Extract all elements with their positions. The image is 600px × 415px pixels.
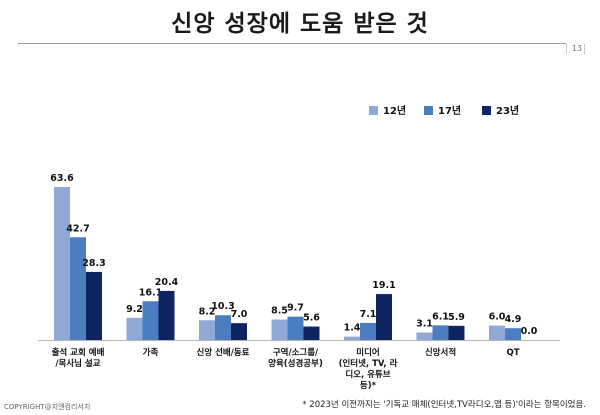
category-label: (인터넷, TV, 라 xyxy=(339,358,398,369)
data-label: 4.9 xyxy=(505,314,522,325)
legend-label: 23년 xyxy=(496,104,519,117)
category-label: 가족 xyxy=(143,347,159,358)
data-label: 7.1 xyxy=(360,309,377,320)
page-marker-line xyxy=(566,44,567,54)
data-label: 20.4 xyxy=(155,277,179,288)
bar-23년-2 xyxy=(231,323,247,340)
data-label: 16.1 xyxy=(139,287,162,298)
category-label: 디오, 유튜브 xyxy=(345,369,390,380)
bar-23년-4 xyxy=(376,294,392,340)
legend-label: 17년 xyxy=(438,104,461,117)
data-label: 6.0 xyxy=(489,312,506,323)
bar-17년-4 xyxy=(360,322,376,340)
page-number: 13 xyxy=(571,44,582,53)
bar-12년-4 xyxy=(344,336,360,340)
data-label: 8.5 xyxy=(271,306,288,317)
data-label: 9.7 xyxy=(287,303,304,314)
data-label: 63.6 xyxy=(50,173,74,184)
data-label: 28.3 xyxy=(82,258,105,269)
bar-12년-3 xyxy=(271,319,288,340)
copyright: COPYRIGHT@지앤컴리서치 xyxy=(4,403,91,411)
data-label: 5.9 xyxy=(448,312,465,323)
category-label: /목사님 설교 xyxy=(55,358,100,369)
data-label: 6.1 xyxy=(432,311,449,322)
page-title: 신앙 성장에 도움 받은 것 xyxy=(171,11,429,37)
bar-23년-3 xyxy=(303,326,320,340)
bar-12년-5 xyxy=(416,332,433,340)
data-label: 8.2 xyxy=(199,306,216,317)
data-label: 10.3 xyxy=(211,301,234,312)
title-divider xyxy=(18,43,566,44)
data-label: 3.1 xyxy=(416,319,433,330)
category-label: 구역/소그룹/ xyxy=(273,347,319,358)
legend-swatch-17년 xyxy=(424,106,433,115)
data-label: 19.1 xyxy=(372,280,395,291)
bar-23년-5 xyxy=(448,325,465,340)
legend-label: 12년 xyxy=(383,104,406,117)
data-label: 9.2 xyxy=(126,304,143,315)
bar-17년-6 xyxy=(505,328,521,340)
bar-12년-2 xyxy=(199,320,215,340)
bar-23년-0 xyxy=(86,271,102,340)
page-marker-dashed-line xyxy=(584,44,585,54)
data-label: 0.0 xyxy=(521,326,538,337)
bar-12년-6 xyxy=(489,325,505,340)
footnote: * 2023년 이전까지는 '기독교 매체(인터넷,TV라디오,앱 등)'이라는… xyxy=(302,400,586,410)
category-label: 신앙 선배/동료 xyxy=(197,347,250,358)
bar-17년-2 xyxy=(215,315,231,340)
category-label: 출석 교회 예배 xyxy=(52,347,105,358)
data-label: 5.6 xyxy=(303,313,320,324)
bar-17년-0 xyxy=(70,237,86,340)
category-label: QT xyxy=(506,348,519,358)
legend-swatch-12년 xyxy=(369,106,378,115)
legend-swatch-23년 xyxy=(482,106,491,115)
data-label: 7.0 xyxy=(231,309,248,320)
bar-23년-1 xyxy=(158,290,175,340)
data-label: 1.4 xyxy=(344,323,361,334)
category-label: 미디어 xyxy=(356,347,379,358)
category-label: 신앙서적 xyxy=(425,347,456,358)
bar-12년-1 xyxy=(126,317,143,340)
bar-17년-5 xyxy=(432,325,449,340)
category-label: 양육(성경공부) xyxy=(268,358,323,369)
category-label: 등)* xyxy=(360,381,377,391)
bar-12년-0 xyxy=(54,187,70,340)
bar-17년-1 xyxy=(142,301,159,340)
data-label: 42.7 xyxy=(66,223,89,234)
bar-17년-3 xyxy=(287,316,304,340)
